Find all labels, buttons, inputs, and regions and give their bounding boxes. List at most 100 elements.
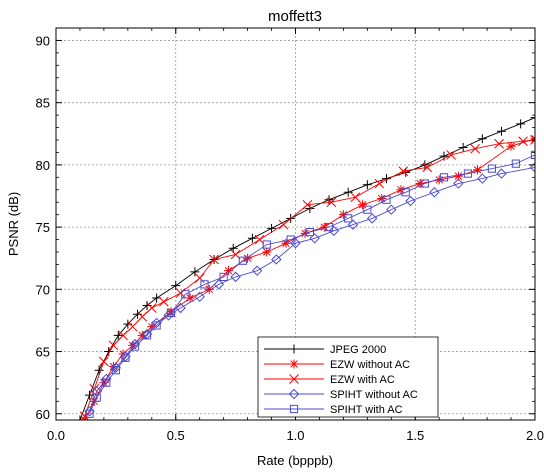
data-point [262, 240, 271, 249]
data-point [328, 225, 340, 237]
data-point [111, 366, 120, 375]
data-point [121, 353, 130, 362]
data-point [305, 203, 315, 213]
data-point [267, 223, 277, 233]
data-point [185, 293, 195, 303]
data-point [422, 162, 433, 173]
data-point [118, 330, 128, 341]
data-point [219, 272, 228, 281]
data-point [453, 178, 464, 189]
y-tick-label: 80 [36, 158, 50, 173]
data-point [194, 273, 205, 283]
grid [56, 28, 535, 420]
data-point [511, 159, 520, 168]
data-point [343, 187, 353, 197]
data-point [530, 113, 535, 123]
data-point [288, 388, 300, 400]
data-point [213, 279, 225, 290]
data-point [194, 291, 205, 303]
data-point [243, 253, 253, 263]
data-point [137, 330, 147, 340]
data-point [530, 135, 535, 145]
data-point [439, 173, 449, 182]
legend-entry: JPEG 2000 [264, 344, 386, 356]
data-point [181, 290, 190, 299]
x-axis-label: Rate (bpppb) [257, 453, 333, 468]
x-tick-label: 0.5 [167, 428, 185, 443]
data-point [79, 411, 90, 420]
data-point [238, 256, 247, 265]
data-point [281, 238, 291, 248]
data-point [396, 185, 406, 195]
data-point [446, 150, 457, 160]
data-point [362, 180, 372, 190]
data-point [470, 143, 480, 154]
data-point [130, 342, 140, 351]
data-point [358, 200, 368, 210]
data-point [271, 254, 282, 265]
data-point [496, 126, 506, 136]
data-point [286, 235, 295, 244]
data-point [319, 222, 329, 232]
data-point [91, 386, 102, 397]
data-point [300, 228, 310, 238]
data-point [350, 192, 361, 203]
legend-entry: EZW with AC [264, 374, 395, 386]
data-point [204, 284, 214, 294]
data-point [477, 173, 488, 184]
data-point [347, 219, 359, 230]
data-point [92, 393, 101, 402]
data-point [251, 265, 263, 276]
y-tick-label: 85 [36, 96, 50, 111]
data-point [247, 233, 257, 243]
data-point [529, 162, 535, 173]
data-point [453, 171, 463, 181]
data-point [166, 308, 176, 318]
data-point [530, 150, 535, 160]
data-point [152, 321, 161, 330]
data-point [94, 365, 104, 375]
data-point [228, 243, 238, 253]
legend-entry: EZW without AC [264, 359, 410, 371]
data-point [289, 374, 299, 384]
data-point [254, 234, 265, 245]
data-point [142, 331, 152, 340]
data-point [344, 214, 353, 223]
data-point [401, 188, 410, 197]
legend-label: SPIHT without AC [330, 389, 418, 401]
x-tick-label: 2.0 [526, 428, 544, 443]
legend-label: JPEG 2000 [330, 344, 386, 356]
data-point [99, 356, 109, 367]
data-point [289, 359, 299, 369]
series-3 [79, 135, 535, 420]
data-point [463, 169, 473, 178]
data-point [405, 195, 416, 207]
legend-entry: SPIHT without AC [264, 388, 418, 401]
data-point [190, 267, 200, 277]
data-point [175, 302, 186, 314]
data-point [439, 151, 449, 161]
data-point [85, 409, 94, 418]
x-tick-label: 1.0 [286, 428, 304, 443]
data-point [518, 136, 528, 147]
data-point [420, 179, 429, 188]
data-point [166, 307, 176, 317]
data-point [473, 165, 483, 175]
data-point [415, 179, 425, 189]
data-point [494, 138, 504, 149]
data-point [209, 254, 219, 265]
data-point [278, 219, 289, 230]
legend-label: EZW with AC [330, 374, 395, 386]
data-point [487, 164, 496, 173]
data-point [429, 187, 440, 198]
legend-box [257, 336, 439, 418]
data-point [374, 178, 385, 189]
data-point [366, 213, 378, 224]
y-tick-label: 90 [36, 33, 50, 48]
data-point [305, 227, 314, 237]
data-point [338, 210, 348, 220]
plot-series [75, 113, 535, 420]
data-point [223, 266, 233, 276]
data-point [158, 296, 169, 307]
